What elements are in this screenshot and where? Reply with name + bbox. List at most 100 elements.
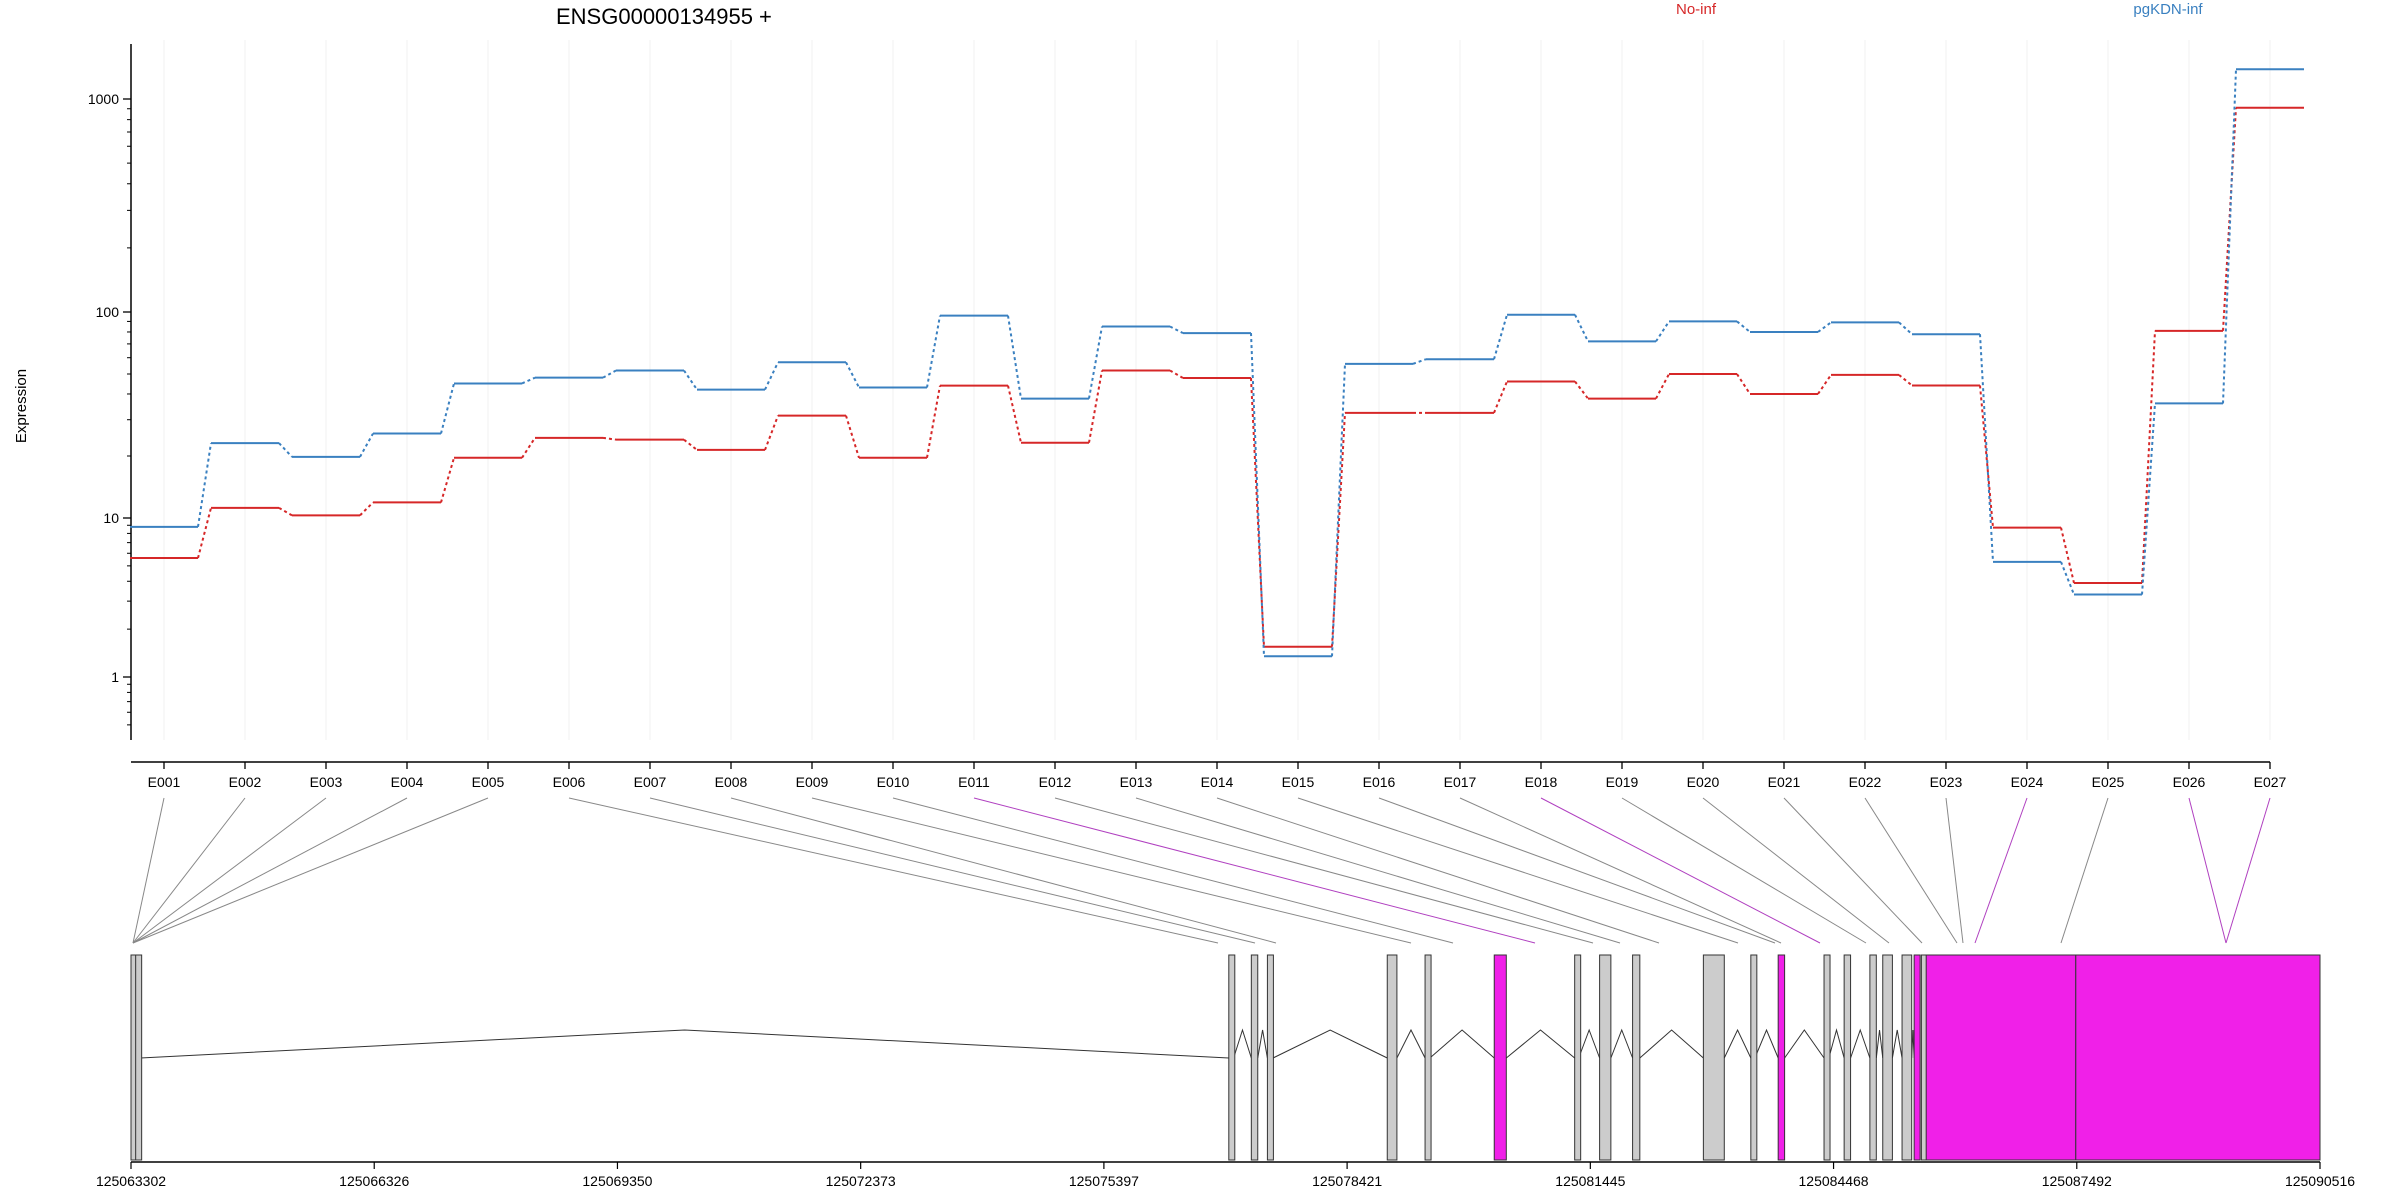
legend-no-inf: No-inf	[1676, 1, 1717, 18]
transition-e017	[1493, 381, 1508, 414]
connector-e009	[811, 797, 1412, 944]
x-tick-label-e020: E020	[1687, 774, 1720, 790]
exon-box-e021	[1869, 954, 1877, 1161]
gene-model-track	[130, 954, 2321, 1161]
connector-e016	[1378, 797, 1776, 944]
intron-line	[1828, 1028, 1845, 1059]
exon-box-e013	[1599, 954, 1612, 1161]
genomic-tick-label: 125081445	[1555, 1173, 1625, 1189]
transition-e025	[2141, 403, 2156, 595]
x-tick-label-e001: E001	[148, 774, 181, 790]
transition-e026	[2222, 69, 2237, 404]
transition-e021	[1817, 374, 1832, 395]
transition-e005	[521, 437, 536, 459]
x-tick-label-e008: E008	[715, 774, 748, 790]
connector-e011	[973, 797, 1536, 944]
connector-e010	[892, 797, 1454, 944]
transition-e007	[683, 438, 698, 451]
exon-box-e023	[1901, 954, 1913, 1161]
connector-e015	[1297, 797, 1739, 944]
transition-e022	[1898, 321, 1913, 335]
x-tick-label-e014: E014	[1201, 774, 1234, 790]
x-gridlines	[163, 40, 2271, 740]
exon-box-e026	[1925, 954, 2077, 1161]
connector-e008	[730, 797, 1277, 944]
transition-e005	[521, 376, 536, 385]
x-tick-label-e012: E012	[1039, 774, 1072, 790]
connector-e027	[2225, 797, 2271, 944]
transition-e021	[1817, 321, 1832, 333]
exon-box-e020	[1843, 954, 1852, 1161]
x-tick-label-e025: E025	[2092, 774, 2125, 790]
intron-line	[1610, 1028, 1634, 1059]
x-tick-label-e013: E013	[1120, 774, 1153, 790]
transition-e013	[1169, 369, 1184, 379]
x-tick-label-e003: E003	[310, 774, 343, 790]
transition-e003	[359, 501, 374, 517]
x-tick-label-e002: E002	[229, 774, 262, 790]
transition-e002	[278, 442, 293, 458]
connector-e024	[1974, 797, 2028, 944]
transition-e003	[359, 433, 374, 458]
intron-line	[1257, 1029, 1268, 1059]
transition-e008	[764, 361, 779, 391]
exon-box-e022	[1882, 954, 1893, 1161]
connector-e026	[2188, 797, 2227, 944]
series-lines	[130, 68, 2304, 658]
x-tick-label-e022: E022	[1849, 774, 1882, 790]
x-tick-label-e016: E016	[1363, 774, 1396, 790]
x-tick-label-e021: E021	[1768, 774, 1801, 790]
intron-line	[1891, 1029, 1903, 1059]
exon-box-e011	[1493, 954, 1507, 1161]
connector-e012	[1054, 797, 1594, 944]
transition-e020	[1736, 320, 1751, 333]
exon-box-e002-e005	[135, 954, 143, 1161]
connector-e005	[132, 797, 489, 944]
connector-e022	[1864, 797, 1958, 944]
transition-e001	[197, 442, 212, 527]
x-tick-label-e006: E006	[553, 774, 586, 790]
exon-box-e012	[1574, 954, 1582, 1161]
connector-e019	[1621, 797, 1867, 944]
exon-box-e007	[1250, 954, 1259, 1161]
intron-line	[1723, 1028, 1752, 1059]
intron-line	[1754, 1028, 1779, 1059]
genomic-tick-label: 125078421	[1312, 1173, 1382, 1189]
transition-e015	[1331, 363, 1346, 657]
transition-e019	[1655, 373, 1670, 400]
x-tick-label-e004: E004	[391, 774, 424, 790]
y-tick-label: 1000	[88, 91, 119, 107]
genomic-tick-label: 125090516	[2285, 1173, 2355, 1189]
transition-e026	[2222, 107, 2237, 331]
connector-e002	[132, 797, 246, 944]
x-tick-label-e023: E023	[1930, 774, 1963, 790]
transition-e011	[1007, 385, 1022, 443]
x-tick-label-e019: E019	[1606, 774, 1639, 790]
genomic-tick-label: 125066326	[339, 1173, 409, 1189]
exon-box-e014	[1632, 954, 1641, 1161]
x-tick-label-e009: E009	[796, 774, 829, 790]
x-tick-label-e011: E011	[958, 774, 990, 790]
x-tick-label-e026: E026	[2173, 774, 2206, 790]
intron-line	[1784, 1029, 1825, 1059]
y-tick-label: 100	[96, 304, 120, 320]
transition-e004	[440, 383, 455, 434]
transition-e006	[602, 369, 617, 379]
connector-e017	[1459, 797, 1782, 944]
intron-line	[1850, 1028, 1871, 1059]
exon-box-e024	[1913, 954, 1921, 1161]
transition-e010	[926, 385, 941, 458]
intron-line	[1875, 1029, 1884, 1059]
genomic-coordinate-axis: 125063302 125066326 125069350 125072373 1250…	[96, 1161, 2355, 1189]
transition-e017	[1493, 314, 1508, 360]
exon-box-e018	[1777, 954, 1786, 1161]
exon-box-e017	[1750, 954, 1758, 1161]
x-tick-label-e027: E027	[2254, 774, 2287, 790]
intron-line	[1233, 1028, 1252, 1059]
transition-e019	[1655, 320, 1670, 342]
transition-e007	[683, 369, 698, 391]
transition-e023	[1979, 334, 1994, 562]
x-axis-exons: E001 E002 E003 E004 E005 E006 E007 E008 E009 E010…	[131, 761, 2287, 790]
connector-e006	[568, 797, 1219, 944]
